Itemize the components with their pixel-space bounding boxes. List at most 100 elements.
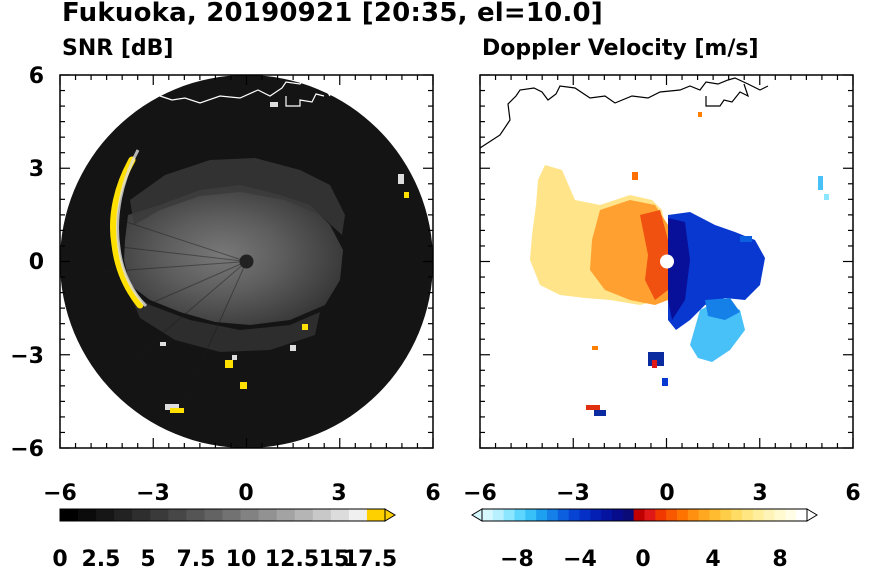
doppler-colorbar-cell [514,509,526,521]
doppler-colorbar-cell [590,509,602,521]
doppler-colorbar-cell [687,509,700,521]
doppler-echo-cluster [818,176,823,190]
doppler-echo-cluster [698,112,702,117]
snr-colorbar-cell [348,509,368,521]
snr-colorbar-cell [168,509,187,521]
snr-colorbar-labels: 0 2.5 5 7.5 10 12.5 15 17.5 [52,547,397,570]
doppler-colorbar-cell [492,509,505,521]
snr-colorbar-cell [240,509,260,521]
doppler-colorbar-cell [785,509,797,521]
snr-axis-ticks [59,74,434,449]
doppler-echo-cluster [586,405,600,410]
snr-x-tick-label: 0 [238,481,253,506]
doppler-colorbar-cell [525,509,537,521]
snr-colorbar-label: 17.5 [343,547,397,570]
snr-plot-area [60,75,433,448]
doppler-colorbar-cell [612,509,624,521]
doppler-colorbar-cell [633,509,645,521]
doppler-x-tick-label: 3 [752,481,767,506]
doppler-velocity-field [530,112,829,416]
snr-colorbar-frame [59,508,386,522]
snr-panel-title: SNR [dB] [62,36,174,61]
doppler-colorbar-cell [752,509,765,521]
doppler-colorbar-cell [644,509,656,521]
snr-colorbar-label: 12.5 [265,547,319,570]
snr-radar-center [239,254,254,269]
doppler-coastline [480,77,769,149]
snr-panel: −6 −3 0 3 6 6 3 0 −3 −6 0 2.5 5 7.5 10 1… [10,64,440,570]
doppler-colorbar-cell [622,509,635,521]
doppler-plot-area [480,75,853,448]
doppler-colorbar-cell [579,509,591,521]
doppler-colorbar-cell [601,509,613,521]
doppler-colorbar-cell [763,509,775,521]
doppler-echo-cluster [594,410,606,416]
snr-coastline-port [285,93,325,107]
doppler-x-axis-labels: −6 −3 0 3 6 [463,481,861,506]
doppler-echo-cluster [740,236,752,242]
snr-beam-streaks [60,199,247,411]
snr-colorbar-cell [222,509,241,521]
snr-colorbar [59,508,396,522]
doppler-echo-cluster [652,360,657,368]
doppler-colorbar-max-arrow [806,508,818,522]
snr-colorbar-label: 0 [52,547,67,570]
doppler-colorbar-cell [557,509,570,521]
snr-coastline [159,77,331,104]
snr-colorbar-cell [114,509,133,521]
doppler-echo-cluster [824,194,829,200]
snr-colorbar-cell [258,509,278,521]
snr-y-tick-label: −6 [10,437,44,462]
doppler-colorbar-cell [536,509,548,521]
snr-colorbar-cell [78,509,97,521]
doppler-colorbar-cell [698,509,710,521]
doppler-colorbar-cell [655,509,667,521]
snr-colorbar-max-arrow [384,508,396,522]
snr-colorbar-cell [186,509,205,521]
snr-y-tick-label: 6 [29,64,44,89]
snr-y-tick-label: −3 [10,344,44,369]
doppler-approaching-core [668,218,690,320]
snr-strong-echo-arc [110,102,409,413]
snr-y-tick-label: 3 [29,157,44,182]
snr-colorbar-label: 5 [140,547,155,570]
doppler-x-tick-label: 6 [845,481,860,506]
doppler-colorbar-cell [774,509,786,521]
doppler-colorbar-label: 4 [705,547,720,570]
snr-x-axis-labels: −6 −3 0 3 6 [43,481,441,506]
snr-x-tick-label: −6 [43,481,77,506]
snr-colorbar-cell [294,509,314,521]
doppler-colorbar-cell [742,509,754,521]
snr-y-tick-label: 0 [29,250,44,275]
doppler-colorbar-label: 8 [772,547,787,570]
snr-colorbar-label: 7.5 [177,547,216,570]
snr-colorbar-cell [276,509,296,521]
doppler-x-tick-label: −6 [463,481,497,506]
doppler-echo-cluster [662,378,668,386]
snr-x-tick-label: −3 [136,481,170,506]
doppler-colorbar-cell [709,509,721,521]
doppler-colorbar-frame [481,508,808,522]
doppler-axis-ticks [479,74,854,449]
doppler-colorbar-cell [482,509,494,521]
snr-colorbar-cell [150,509,169,521]
snr-echo-field [60,102,409,413]
snr-colorbar-cell [96,509,115,521]
doppler-colorbar-cell [731,509,743,521]
snr-colorbar-label: 2.5 [82,547,121,570]
snr-colorbar-cell [132,509,151,521]
doppler-colorbar [471,508,818,522]
doppler-x-tick-label: 0 [659,481,674,506]
doppler-colorbar-cell [720,509,732,521]
doppler-colorbar-labels: −8 −4 0 4 8 [500,547,788,570]
snr-x-tick-label: 3 [331,481,346,506]
snr-colorbar-cell [312,509,332,521]
doppler-radar-center [660,254,674,269]
doppler-colorbar-cell [796,509,808,521]
doppler-receding-core [640,210,668,300]
doppler-colorbar-cell [547,509,559,521]
snr-colorbar-cell [204,509,223,521]
doppler-colorbar-cell [503,509,515,521]
doppler-colorbar-min-arrow [471,508,483,522]
